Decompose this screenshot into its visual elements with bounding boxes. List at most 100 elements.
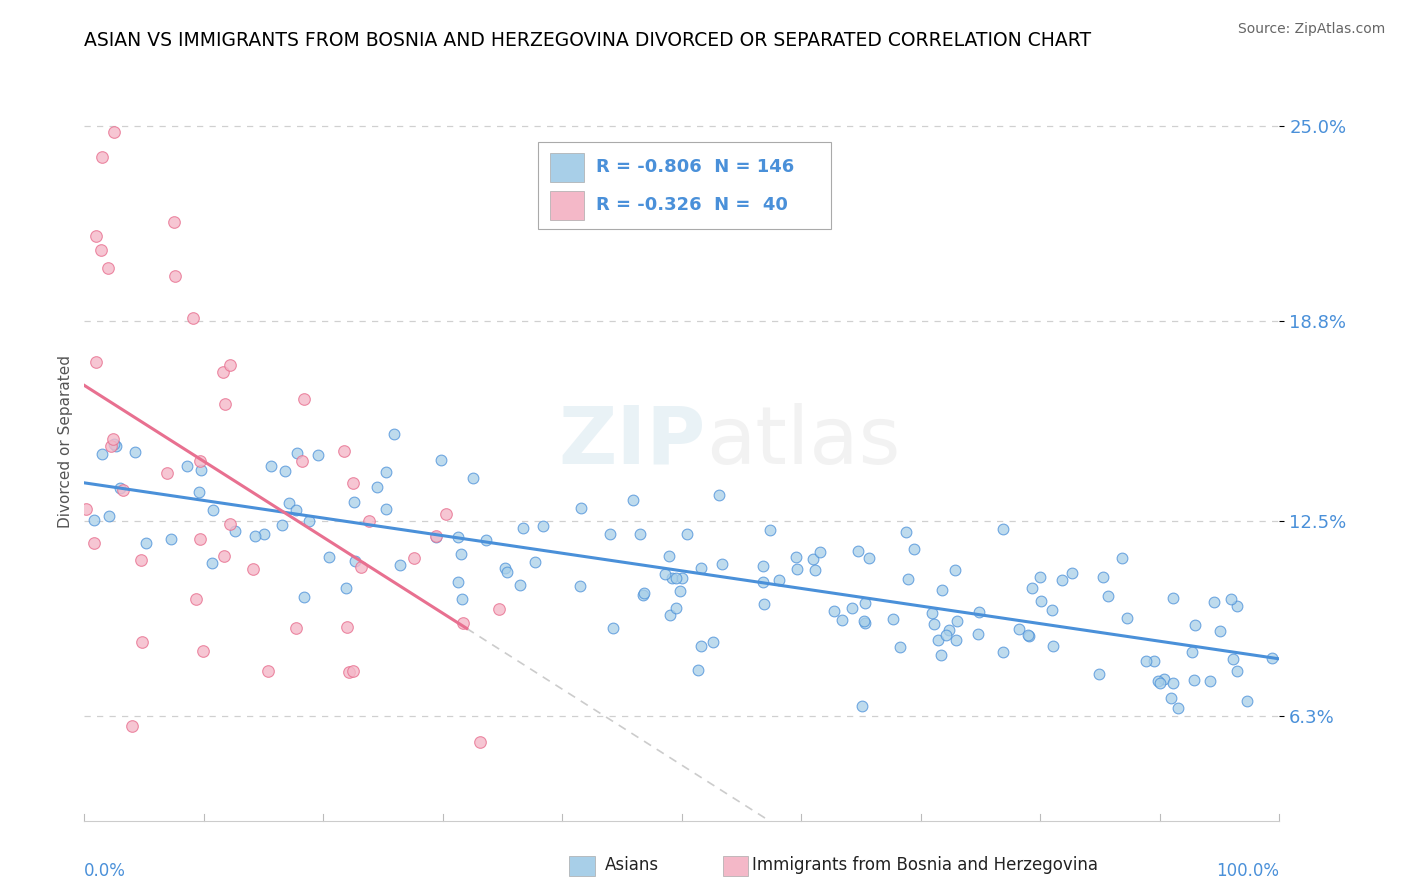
Point <box>496 566 519 580</box>
Point <box>889 640 911 655</box>
Point <box>375 465 398 479</box>
Point <box>291 454 314 468</box>
Point <box>927 632 949 647</box>
Point <box>752 597 775 611</box>
Point <box>931 582 953 597</box>
Point <box>318 549 340 564</box>
Point <box>214 397 236 411</box>
Point <box>709 487 731 501</box>
Point <box>163 215 186 229</box>
Point <box>654 567 676 582</box>
Point <box>853 596 876 610</box>
Point <box>97 508 120 523</box>
Point <box>568 579 591 593</box>
Point <box>702 634 724 648</box>
Point <box>84 354 107 368</box>
Point <box>786 562 808 576</box>
Point <box>689 561 711 575</box>
Point <box>1149 676 1171 690</box>
Point <box>686 663 709 677</box>
Point <box>1087 667 1109 681</box>
Y-axis label: Divorced or Separated: Divorced or Separated <box>58 355 73 528</box>
Point <box>852 614 875 628</box>
Point <box>285 446 308 460</box>
Point <box>83 513 105 527</box>
Point <box>1018 629 1040 643</box>
Point <box>463 471 485 485</box>
Point <box>294 392 316 406</box>
Point <box>447 530 470 544</box>
Point <box>759 523 782 537</box>
Point <box>1167 700 1189 714</box>
Point <box>1092 570 1115 584</box>
Point <box>675 526 697 541</box>
Point <box>921 607 943 621</box>
Point <box>991 644 1014 658</box>
Point <box>1017 628 1039 642</box>
Text: R = -0.806  N = 146: R = -0.806 N = 146 <box>596 158 794 176</box>
Point <box>451 591 474 606</box>
Text: Immigrants from Bosnia and Herzegovina: Immigrants from Bosnia and Herzegovina <box>752 856 1098 874</box>
Point <box>494 561 516 575</box>
Point <box>938 623 960 637</box>
Point <box>512 521 534 535</box>
Point <box>1143 654 1166 668</box>
Point <box>855 615 877 630</box>
Point <box>1008 622 1031 636</box>
Point <box>260 459 283 474</box>
Point <box>1226 664 1249 678</box>
Point <box>922 616 945 631</box>
Point <box>1220 592 1243 607</box>
Point <box>658 549 681 563</box>
Point <box>752 559 775 574</box>
Text: ZIP: ZIP <box>558 402 706 481</box>
Point <box>389 558 412 573</box>
Point <box>1153 672 1175 686</box>
Text: R = -0.326  N =  40: R = -0.326 N = 40 <box>596 196 787 214</box>
Point <box>1236 694 1258 708</box>
Point <box>242 562 264 576</box>
Point <box>285 503 308 517</box>
Point <box>184 592 207 607</box>
Point <box>509 577 531 591</box>
Point <box>100 439 122 453</box>
Point <box>103 436 125 450</box>
Point <box>1226 599 1249 613</box>
Point <box>1184 618 1206 632</box>
Point <box>599 527 621 541</box>
Point <box>83 535 105 549</box>
Point <box>375 502 398 516</box>
Point <box>841 601 863 615</box>
Text: 0.0%: 0.0% <box>84 863 127 880</box>
Point <box>333 443 356 458</box>
Point <box>211 365 233 379</box>
Point <box>212 549 235 563</box>
Point <box>270 518 292 533</box>
Point <box>344 554 367 568</box>
Point <box>882 611 904 625</box>
Point <box>343 495 366 509</box>
Point <box>661 571 683 585</box>
Point <box>86 229 108 244</box>
Point <box>1160 691 1182 706</box>
Point <box>751 574 773 589</box>
Point <box>665 571 688 585</box>
FancyBboxPatch shape <box>551 153 583 182</box>
Point <box>969 605 991 619</box>
Point <box>430 453 453 467</box>
Point <box>1222 652 1244 666</box>
Point <box>124 445 146 459</box>
Point <box>1161 676 1184 690</box>
Point <box>274 464 297 478</box>
Point <box>1135 654 1157 668</box>
Point <box>897 572 920 586</box>
Text: Source: ZipAtlas.com: Source: ZipAtlas.com <box>1237 22 1385 37</box>
Point <box>307 448 329 462</box>
Point <box>90 244 112 258</box>
Point <box>1021 581 1043 595</box>
Point <box>1261 650 1284 665</box>
Point <box>569 500 592 515</box>
Point <box>257 665 280 679</box>
Point <box>894 525 917 540</box>
Point <box>91 150 114 164</box>
